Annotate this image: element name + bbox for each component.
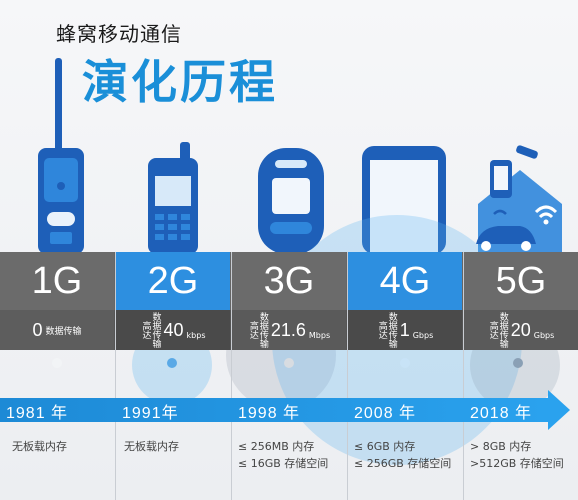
speed-prefix: 数据传输 高达	[487, 312, 508, 348]
speed-value: 40	[163, 319, 184, 340]
generation-label: 5G	[464, 252, 578, 310]
year-label: 1998 年	[238, 405, 301, 422]
generation-column-5g: 5G 数据传输 高达 20 Gbps	[464, 252, 578, 350]
memory-line: ≤ 256MB 内存	[238, 440, 315, 453]
generation-label: 2G	[116, 252, 230, 310]
timeline-bar	[0, 398, 550, 422]
timeline-dot	[400, 358, 410, 368]
speed-prefix: 数据传输 高达	[376, 312, 397, 348]
speed-cell: 数据传输 高达 21.6 Mbps	[232, 310, 346, 350]
timeline-dot	[513, 358, 523, 368]
3g-phone-icon	[258, 148, 324, 254]
memory-info: 无板载内存	[124, 438, 179, 455]
speed-value: 20	[510, 319, 531, 340]
4g-phone-icon	[362, 146, 446, 254]
timeline-dot	[52, 358, 62, 368]
column-divider	[231, 252, 232, 500]
memory-line: ≤ 6GB 内存	[354, 440, 416, 453]
memory-line: ≤ 16GB 存储空间	[238, 457, 329, 470]
timeline-arrow-icon	[548, 390, 570, 430]
generation-label: 3G	[232, 252, 346, 310]
5g-smart-home-icon	[476, 145, 562, 254]
memory-line: ≤ 256GB 存储空间	[354, 457, 452, 470]
column-divider	[347, 252, 348, 500]
generation-column-4g: 4G 数据传输 高达 1 Gbps	[348, 252, 462, 350]
speed-unit: Gbps	[412, 331, 434, 340]
memory-line: > 8GB 内存	[470, 440, 532, 453]
generation-column-2g: 2G 数据传输 高达 40 kbps	[116, 252, 230, 350]
speed-cell: 数据传输 高达 20 Gbps	[464, 310, 578, 350]
phone-illustrations	[38, 58, 562, 254]
memory-info: ≤ 256MB 内存 ≤ 16GB 存储空间	[238, 438, 328, 472]
speed-value: 21.6	[270, 319, 306, 340]
generation-label: 4G	[348, 252, 462, 310]
speed-cell: 0 数据传输	[0, 310, 114, 350]
speed-unit: Mbps	[308, 331, 331, 340]
generation-column-3g: 3G 数据传输 高达 21.6 Mbps	[232, 252, 346, 350]
generation-column-1g: 1G 0 数据传输	[0, 252, 114, 350]
memory-line: >512GB 存储空间	[470, 457, 564, 470]
memory-line: 无板载内存	[12, 440, 67, 453]
speed-unit: Gbps	[533, 331, 555, 340]
timeline-dot	[167, 358, 177, 368]
speed-value: 0	[32, 319, 43, 340]
speed-cell: 数据传输 高达 1 Gbps	[348, 310, 462, 350]
speed-unit: kbps	[186, 331, 206, 340]
year-label: 1991年	[122, 405, 179, 422]
title-line-2: 演化历程	[82, 55, 278, 109]
year-label: 1981 年	[6, 405, 69, 422]
memory-info: 无板载内存	[12, 438, 67, 455]
title-line-1: 蜂窝移动通信	[56, 22, 182, 46]
speed-prefix: 数据传输 高达	[140, 312, 161, 348]
year-label: 2018 年	[470, 405, 533, 422]
memory-line: 无板载内存	[124, 440, 179, 453]
memory-info: ≤ 6GB 内存 ≤ 256GB 存储空间	[354, 438, 451, 472]
speed-value: 1	[399, 319, 410, 340]
speed-prefix: 数据传输 高达	[247, 312, 268, 348]
speed-cell: 数据传输 高达 40 kbps	[116, 310, 230, 350]
column-divider	[115, 252, 116, 500]
year-label: 2008 年	[354, 405, 417, 422]
column-divider	[463, 252, 464, 500]
speed-label: 数据传输	[45, 326, 82, 337]
2g-phone-icon	[148, 142, 198, 254]
timeline-dot	[284, 358, 294, 368]
memory-info: > 8GB 内存 >512GB 存储空间	[470, 438, 564, 472]
generation-label: 1G	[0, 252, 114, 310]
1g-phone-icon	[38, 58, 84, 254]
